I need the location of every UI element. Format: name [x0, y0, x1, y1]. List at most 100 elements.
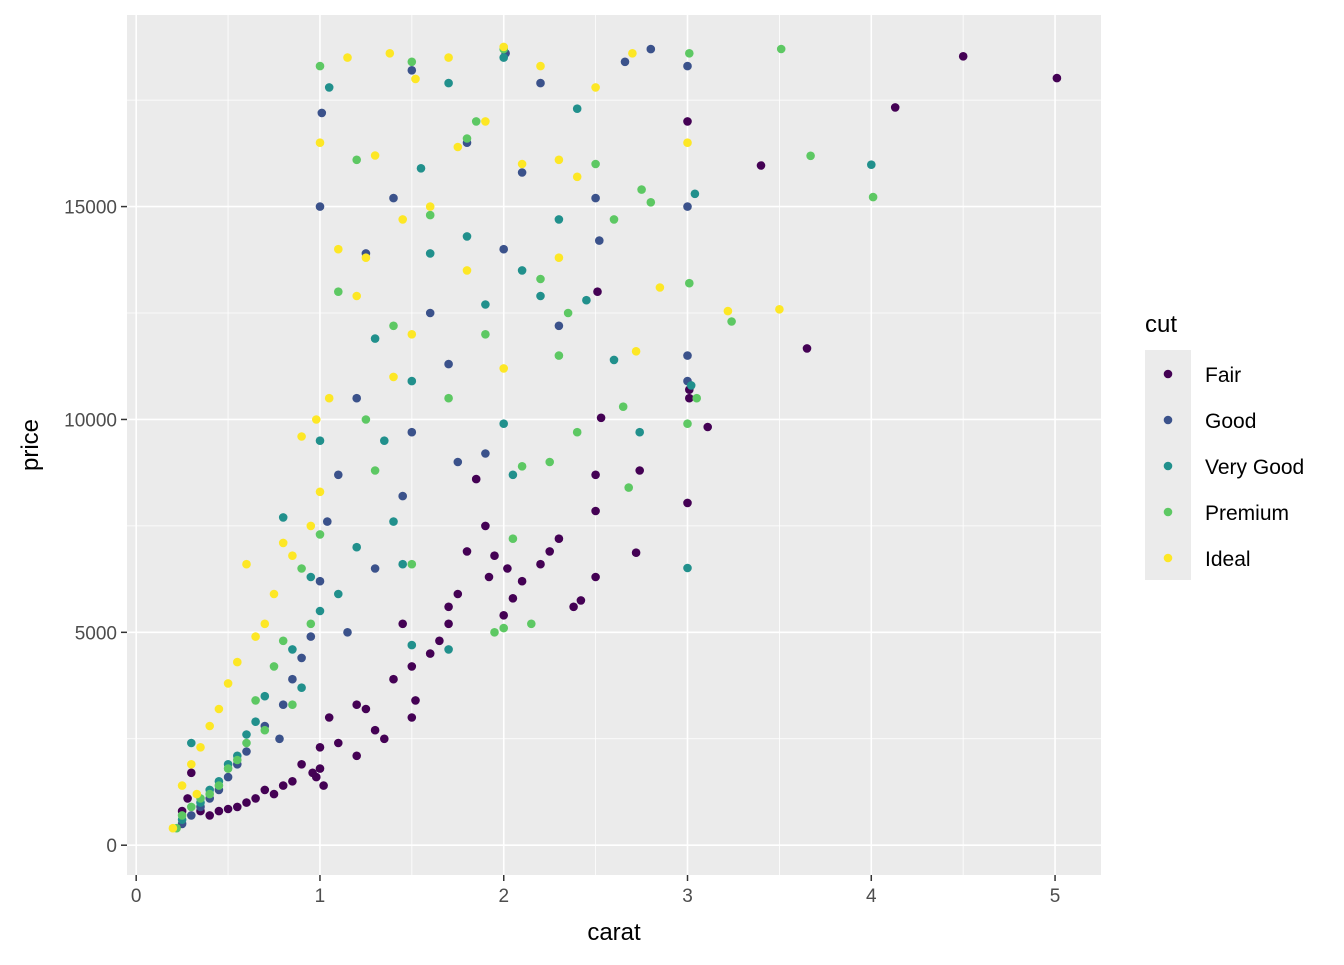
- data-point: [503, 564, 512, 573]
- data-point: [569, 602, 578, 612]
- data-point: [499, 364, 509, 373]
- data-point: [554, 534, 564, 543]
- data-point: [499, 611, 509, 620]
- data-point: [352, 700, 362, 709]
- data-point: [352, 542, 362, 552]
- data-point: [554, 321, 564, 331]
- data-point: [806, 151, 815, 161]
- data-point: [306, 521, 316, 531]
- data-point: [297, 653, 306, 663]
- data-point: [315, 138, 325, 147]
- data-point: [444, 645, 453, 654]
- data-point: [646, 44, 656, 54]
- data-point: [536, 291, 545, 301]
- y-tick-labels: 0 5000 10000 15000: [64, 198, 117, 858]
- data-point: [591, 83, 600, 92]
- data-point: [251, 696, 260, 705]
- data-point: [683, 498, 692, 508]
- data-point: [315, 61, 325, 71]
- data-point: [214, 704, 224, 714]
- y-tick-label: 10000: [64, 410, 117, 431]
- data-point: [775, 305, 784, 314]
- data-point: [481, 117, 490, 126]
- data-point: [269, 589, 279, 599]
- legend-key: [1163, 507, 1173, 517]
- y-tick-label: 0: [106, 836, 117, 857]
- data-point: [187, 738, 196, 748]
- data-point: [536, 274, 545, 284]
- data-point: [315, 487, 325, 497]
- data-point: [517, 159, 527, 169]
- data-point: [352, 155, 362, 165]
- data-point: [242, 798, 251, 807]
- data-point: [352, 751, 362, 761]
- data-point: [187, 768, 196, 778]
- data-point: [278, 781, 288, 790]
- data-point: [554, 253, 564, 262]
- data-point: [481, 330, 490, 339]
- data-point: [352, 291, 362, 301]
- data-point: [462, 232, 472, 241]
- data-point: [288, 645, 297, 654]
- data-point: [703, 422, 712, 432]
- data-point: [370, 564, 380, 573]
- data-point: [453, 589, 463, 599]
- data-point: [802, 344, 812, 353]
- data-point: [334, 244, 343, 254]
- data-point: [177, 781, 187, 790]
- data-point: [380, 734, 389, 744]
- data-point: [343, 53, 352, 62]
- data-point: [233, 755, 242, 765]
- data-point: [278, 700, 288, 709]
- data-point: [686, 381, 696, 390]
- data-point: [444, 53, 453, 62]
- data-point: [723, 306, 733, 316]
- data-point: [343, 628, 352, 637]
- data-point: [242, 747, 251, 756]
- data-point: [958, 52, 968, 61]
- data-point: [545, 457, 554, 467]
- data-point: [576, 596, 586, 605]
- series-very-good: [177, 53, 876, 824]
- data-point: [269, 789, 279, 799]
- data-point: [411, 696, 420, 705]
- data-point: [490, 628, 499, 637]
- data-point: [361, 415, 371, 424]
- axis-ticks: [121, 205, 1056, 881]
- data-point: [183, 794, 192, 803]
- data-point: [444, 619, 453, 629]
- x-tick-label: 5: [1050, 886, 1061, 907]
- data-point: [242, 738, 251, 748]
- data-point: [635, 427, 644, 437]
- data-point: [683, 563, 692, 573]
- data-points: [168, 42, 1062, 833]
- data-point: [251, 794, 260, 803]
- legend-title: cut: [1145, 311, 1177, 338]
- x-tick-label: 3: [682, 886, 693, 907]
- data-point: [407, 330, 417, 339]
- data-point: [407, 662, 417, 671]
- data-point: [508, 534, 518, 543]
- data-point: [317, 108, 327, 118]
- data-point: [481, 449, 490, 458]
- data-point: [646, 198, 656, 207]
- data-point: [334, 738, 343, 748]
- data-point: [776, 44, 786, 54]
- data-point: [517, 266, 527, 275]
- x-tick-label: 1: [315, 886, 326, 907]
- y-axis-label: price: [17, 419, 44, 471]
- data-point: [187, 802, 196, 812]
- legend: cut Fair Good Very Good Premium Ideal: [1145, 311, 1304, 580]
- data-point: [690, 189, 700, 199]
- data-point: [471, 117, 481, 126]
- data-point: [683, 61, 692, 71]
- data-point: [867, 160, 876, 169]
- data-point: [554, 215, 564, 224]
- data-point: [398, 215, 408, 224]
- data-point: [595, 236, 604, 245]
- data-point: [269, 662, 279, 671]
- data-point: [609, 215, 619, 224]
- data-point: [214, 781, 224, 790]
- data-point: [685, 393, 694, 403]
